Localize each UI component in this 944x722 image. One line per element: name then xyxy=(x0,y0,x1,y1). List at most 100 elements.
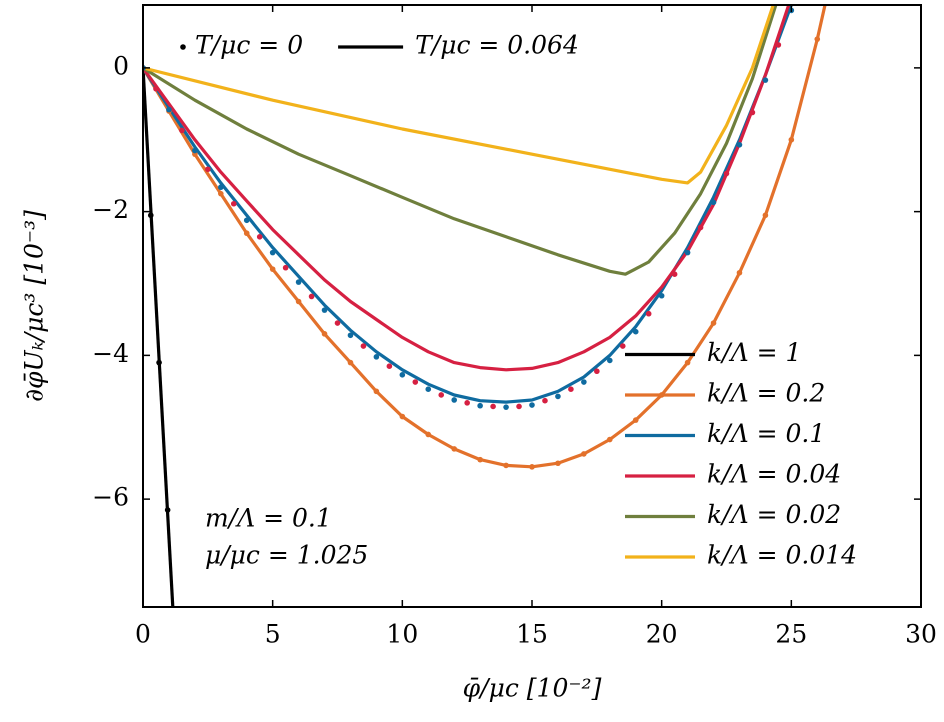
legend-label: k/Λ = 0.014 xyxy=(707,541,857,570)
dot xyxy=(710,320,717,326)
legend-label: k/Λ = 0.2 xyxy=(707,379,825,408)
dot xyxy=(230,200,237,207)
dot xyxy=(632,417,639,423)
dot xyxy=(503,404,509,410)
legend-swatch xyxy=(180,44,186,50)
x-tick-label: 5 xyxy=(265,620,281,649)
y-axis-label: ∂φ̄Uₖ/μc³ [10⁻³] xyxy=(20,210,49,402)
dot xyxy=(710,199,717,206)
dot xyxy=(671,271,678,277)
dot xyxy=(555,460,561,467)
dot xyxy=(619,343,626,349)
legend-label: T/μc = 0.064 xyxy=(415,31,579,60)
dot xyxy=(529,402,535,408)
line xyxy=(143,67,175,607)
y-tick-label: 0 xyxy=(113,51,129,80)
dot xyxy=(503,462,509,469)
annotation: μ/μc = 1.025 xyxy=(205,541,368,570)
dot xyxy=(451,446,458,452)
dot xyxy=(607,436,613,443)
dot xyxy=(295,279,302,285)
dot xyxy=(373,388,380,395)
x-tick-label: 15 xyxy=(516,620,548,649)
dot xyxy=(399,413,406,420)
dot xyxy=(347,359,354,366)
dot xyxy=(658,292,665,299)
legend-label: k/Λ = 0.1 xyxy=(707,419,825,448)
dot xyxy=(192,147,198,154)
dot xyxy=(581,451,587,457)
dot xyxy=(555,393,561,400)
dot xyxy=(814,36,821,42)
legend-label: k/Λ = 0.02 xyxy=(707,500,841,529)
dot xyxy=(516,403,522,410)
dot xyxy=(607,357,613,364)
dot xyxy=(218,184,224,191)
dot xyxy=(438,392,445,398)
dot xyxy=(308,293,315,300)
y-tick-label: −2 xyxy=(92,195,129,224)
annotation: m/Λ = 0.1 xyxy=(205,504,332,533)
dot xyxy=(632,328,639,335)
dot xyxy=(568,386,574,393)
dot xyxy=(425,386,432,393)
dot xyxy=(788,136,795,143)
dot xyxy=(360,343,367,349)
dot xyxy=(684,359,691,366)
dot xyxy=(147,212,154,219)
dot xyxy=(218,190,224,197)
dot xyxy=(723,170,730,177)
dot xyxy=(736,142,743,148)
line xyxy=(143,5,827,469)
dot xyxy=(334,320,341,326)
dot xyxy=(451,397,458,403)
legend-label: k/Λ = 0.04 xyxy=(707,460,841,489)
x-tick-label: 0 xyxy=(135,620,151,649)
dot xyxy=(164,507,171,513)
dot xyxy=(736,269,743,276)
legend-label: T/μc = 0 xyxy=(195,31,303,60)
dot xyxy=(282,264,289,271)
dot xyxy=(179,127,185,134)
dot xyxy=(762,77,769,83)
dot xyxy=(243,230,250,237)
dot xyxy=(256,234,263,240)
plot-area xyxy=(143,5,827,607)
dot xyxy=(684,249,691,256)
x-tick-label: 30 xyxy=(905,620,937,649)
dot xyxy=(321,331,328,337)
dot xyxy=(347,332,354,339)
dot xyxy=(166,106,172,113)
y-tick-label: −4 xyxy=(92,339,129,368)
dot xyxy=(386,363,393,370)
dot xyxy=(295,298,302,305)
dot xyxy=(762,212,769,219)
dot xyxy=(243,217,250,224)
dot xyxy=(321,307,328,313)
dot xyxy=(477,456,483,463)
dot xyxy=(205,166,211,173)
dot xyxy=(529,464,535,470)
y-tick-label: −6 xyxy=(92,483,129,512)
dot xyxy=(269,266,276,272)
dot xyxy=(156,359,162,366)
dot xyxy=(425,431,432,438)
dot xyxy=(153,85,159,92)
legend-label: k/Λ = 1 xyxy=(707,338,801,367)
dot xyxy=(775,42,782,48)
dot xyxy=(477,402,483,409)
x-axis-label: φ̄/μc [10⁻²] xyxy=(463,674,602,703)
dot xyxy=(542,397,548,404)
x-tick-label: 25 xyxy=(775,620,807,649)
dot xyxy=(412,379,419,385)
line xyxy=(143,5,791,372)
line xyxy=(143,5,775,185)
x-tick-label: 10 xyxy=(386,620,418,649)
dot xyxy=(399,372,406,378)
dot xyxy=(749,109,756,116)
dot xyxy=(697,224,704,231)
dot xyxy=(269,249,276,256)
line xyxy=(143,5,778,276)
dot xyxy=(581,379,587,385)
